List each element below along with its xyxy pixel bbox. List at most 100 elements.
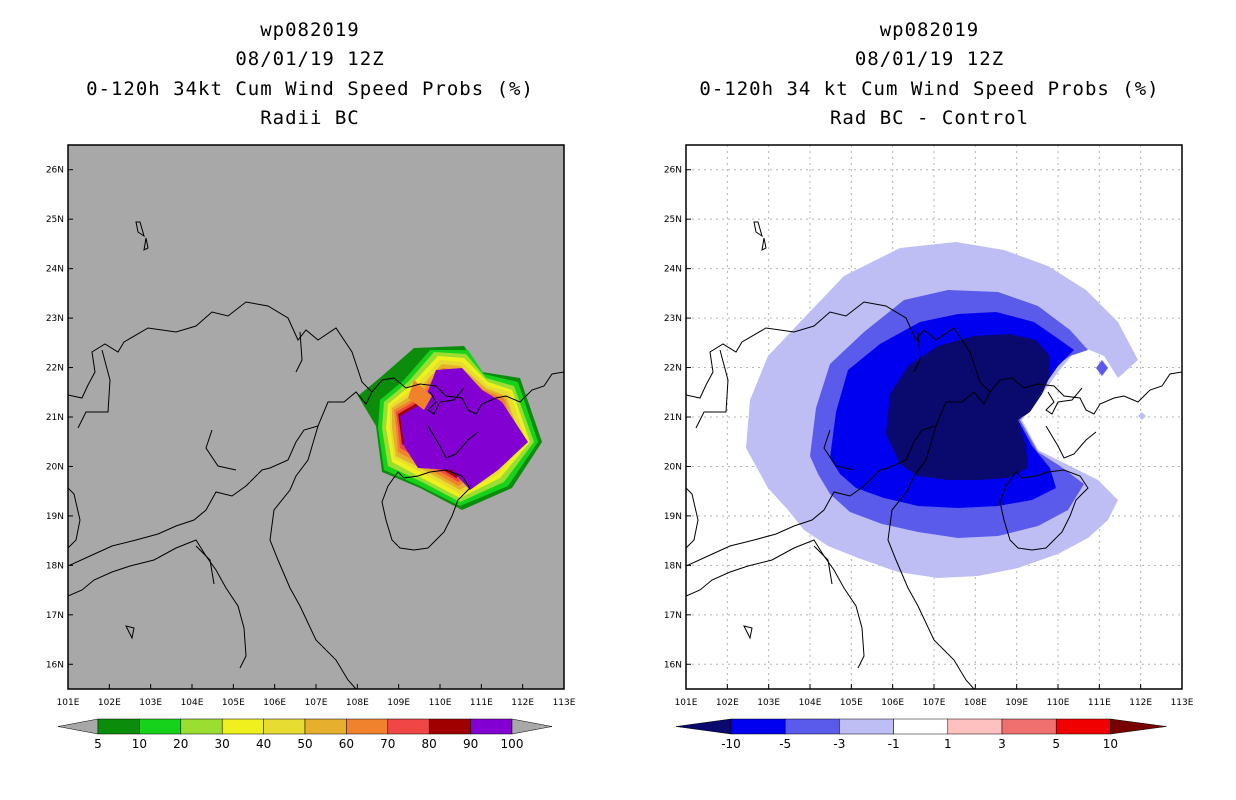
left-coastlines: [68, 221, 564, 689]
colorbar-label: 80: [422, 737, 437, 751]
x-tick-label: 109E: [387, 698, 410, 708]
colorbar-swatch: [893, 718, 949, 735]
left-axis-ticks: 101E 102E 103E 104E 105E 106E 107E 108E 109E 110E…: [46, 166, 576, 708]
colorbar-label: 1: [944, 737, 952, 751]
colorbar-swatch: [428, 718, 471, 735]
colorbar-label: 50: [297, 737, 312, 751]
y-tick-label: 19N: [46, 512, 64, 522]
y-tick-label: 23N: [46, 314, 64, 324]
left-title-line-4: Radii BC: [260, 107, 360, 129]
left-title-line-3: 0-120h 34kt Cum Wind Speed Probs (%): [86, 78, 534, 100]
y-tick-label: 18N: [664, 561, 682, 571]
colorbar-label: 60: [339, 737, 354, 751]
colorbar-swatch: [784, 718, 840, 735]
y-tick-label: 21N: [664, 413, 682, 423]
right-title-line-3: 0-120h 34 kt Cum Wind Speed Probs (%): [699, 78, 1160, 100]
x-tick-label: 107E: [923, 698, 946, 708]
colorbar-label: 10: [132, 737, 147, 751]
x-tick-label: 106E: [881, 698, 904, 708]
colorbar-label: 90: [463, 737, 478, 751]
right-title-line-2: 08/01/19 12Z: [854, 48, 1005, 70]
x-tick-label: 109E: [1005, 698, 1028, 708]
y-tick-label: 26N: [46, 166, 64, 176]
colorbar-label: 70: [380, 737, 395, 751]
y-tick-label: 26N: [664, 166, 682, 176]
x-tick-label: 104E: [799, 698, 822, 708]
y-tick-label: 22N: [46, 364, 64, 374]
colorbar-swatch: [97, 718, 140, 735]
y-tick-label: 19N: [664, 512, 682, 522]
x-tick-label: 113E: [553, 698, 576, 708]
x-tick-label: 103E: [139, 698, 162, 708]
colorbar-swatch: [139, 718, 182, 735]
x-tick-label: 110E: [1047, 698, 1070, 708]
right-coastlines: [686, 221, 1182, 689]
x-tick-label: 105E: [222, 698, 245, 708]
prob-notch: [408, 380, 432, 410]
y-tick-label: 22N: [664, 364, 682, 374]
x-tick-label: 110E: [429, 698, 452, 708]
y-tick-label: 18N: [46, 561, 64, 571]
colorbar-label: 10: [1103, 737, 1118, 751]
y-tick-label: 23N: [664, 314, 682, 324]
y-tick-label: 17N: [664, 611, 682, 621]
left-title-line-2: 08/01/19 12Z: [235, 48, 385, 70]
x-tick-label: 112E: [511, 698, 534, 708]
colorbar-swatch: [304, 718, 347, 735]
colorbar-swatch: [839, 718, 894, 735]
colorbar-label: 40: [256, 737, 271, 751]
colorbar-label: 5: [1052, 737, 1060, 751]
colorbar-label: 5: [94, 737, 102, 751]
left-title: wp082019 08/01/19 12Z 0-120h 34kt Cum Wi…: [60, 16, 560, 133]
colorbar-label: 3: [998, 737, 1006, 751]
x-tick-label: 102E: [98, 698, 121, 708]
diff-blue-spot: [1096, 360, 1108, 376]
x-tick-label: 101E: [675, 698, 698, 708]
x-tick-label: 108E: [346, 698, 369, 708]
colorbar-swatch: [730, 718, 786, 735]
colorbar-swatch: [346, 718, 389, 735]
colorbar-low-arrow: [675, 718, 732, 735]
colorbar-swatch: [387, 718, 430, 735]
colorbar-high-arrow: [511, 718, 553, 735]
right-colorbar: -10 -5 -3 -1 1 3 5 10: [675, 718, 1167, 751]
x-tick-label: 112E: [1129, 698, 1152, 708]
colorbar-label: -1: [888, 737, 900, 751]
y-tick-label: 17N: [46, 611, 64, 621]
y-tick-label: 21N: [46, 413, 64, 423]
left-colorbar: 5 10 20 30 40 50 60 70 80 90 100: [57, 718, 553, 751]
colorbar-label: -10: [721, 737, 741, 751]
colorbar-label: 20: [173, 737, 188, 751]
left-title-line-1: wp082019: [260, 19, 360, 41]
colorbar-label: -3: [833, 737, 845, 751]
diff-light-spot: [1138, 412, 1146, 420]
colorbar-swatch: [180, 718, 223, 735]
y-tick-label: 20N: [664, 462, 682, 472]
colorbar-swatch: [263, 718, 306, 735]
x-tick-label: 102E: [716, 698, 739, 708]
right-title: wp082019 08/01/19 12Z 0-120h 34 kt Cum W…: [677, 16, 1182, 133]
y-tick-label: 24N: [664, 265, 682, 275]
x-tick-label: 106E: [263, 698, 286, 708]
colorbar-swatch: [221, 718, 264, 735]
colorbar-label: -5: [779, 737, 791, 751]
right-chart: 101E 102E 103E 104E 105E 106E 107E 108E 109E 110E…: [664, 144, 1194, 751]
y-tick-label: 24N: [46, 265, 64, 275]
colorbar-swatch: [1055, 718, 1111, 735]
right-title-line-1: wp082019: [879, 19, 980, 41]
x-tick-label: 105E: [840, 698, 863, 708]
x-tick-label: 107E: [305, 698, 328, 708]
y-tick-label: 25N: [664, 215, 682, 225]
colorbar-swatch: [470, 718, 513, 735]
x-tick-label: 111E: [1088, 698, 1111, 708]
left-chart: 101E 102E 103E 104E 105E 106E 107E 108E 109E 110E…: [46, 144, 576, 751]
x-tick-label: 101E: [57, 698, 80, 708]
colorbar-label: 100: [501, 737, 524, 751]
x-tick-label: 104E: [181, 698, 204, 708]
diff-contour--10: [886, 334, 1050, 480]
right-axis-ticks: 101E 102E 103E 104E 105E 106E 107E 108E 109E 110E…: [664, 166, 1194, 708]
colorbar-high-arrow: [1110, 718, 1167, 735]
colorbar-swatch: [947, 718, 1003, 735]
right-title-line-4: Rad BC - Control: [829, 107, 1030, 129]
y-tick-label: 20N: [46, 462, 64, 472]
